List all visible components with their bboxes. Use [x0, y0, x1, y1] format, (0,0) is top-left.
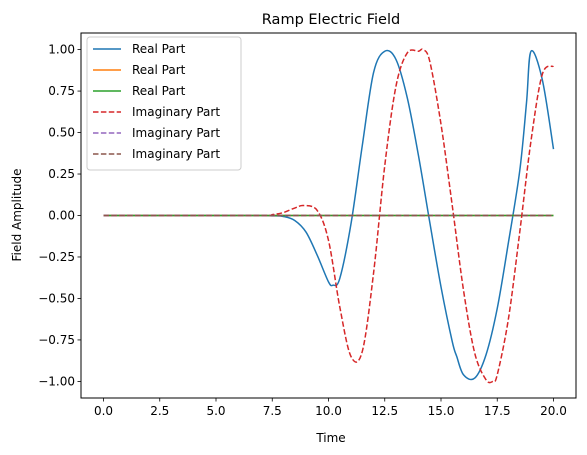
chart-title: Ramp Electric Field [262, 12, 400, 28]
legend-label-4: Imaginary Part [132, 126, 220, 140]
x-tick-label: 7.5 [263, 404, 282, 418]
y-ticks: −1.00 −0.75 −0.50 −0.25 0.00 0.25 0.50 0.75 1.00 [38, 43, 81, 388]
plot-area: 0.0 2.5 5.0 7.5 10.0 12.5 15.0 17.5 20.0 −1.00 −0… [38, 32, 577, 418]
y-tick-label: 0.75 [48, 84, 75, 98]
x-axis-label: Time [315, 431, 345, 445]
y-tick-label: −0.50 [38, 291, 75, 305]
x-tick-label: 12.5 [371, 404, 398, 418]
x-tick-label: 10.0 [315, 404, 342, 418]
y-tick-label: −1.00 [38, 374, 75, 388]
x-tick-label: 15.0 [428, 404, 455, 418]
legend-label-3: Imaginary Part [132, 105, 220, 119]
y-axis-label: Field Amplitude [10, 168, 24, 261]
x-tick-label: 0.0 [94, 404, 113, 418]
series-line-0 [103, 49, 555, 381]
x-tick-label: 5.0 [206, 404, 225, 418]
legend-label-0: Real Part [132, 42, 186, 56]
y-tick-label: −0.25 [38, 250, 75, 264]
series-line-3 [103, 48, 554, 384]
legend-label-1: Real Part [132, 63, 186, 77]
y-tick-label: 0.00 [48, 209, 75, 223]
x-tick-label: 20.0 [540, 404, 567, 418]
legend: Real Part Real Part Real Part Imaginary Par… [86, 36, 242, 171]
legend-items: Real Part Real Part Real Part Imaginary Par… [93, 42, 220, 161]
x-tick-label: 2.5 [150, 404, 169, 418]
legend-label-5: Imaginary Part [132, 147, 220, 161]
x-ticks: 0.0 2.5 5.0 7.5 10.0 12.5 15.0 17.5 20.0 [94, 398, 567, 418]
series-layer [103, 48, 555, 384]
y-tick-label: 0.50 [48, 126, 75, 140]
y-tick-label: 0.25 [48, 167, 75, 181]
y-tick-label: 1.00 [48, 43, 75, 57]
x-tick-label: 17.5 [484, 404, 511, 418]
legend-label-2: Real Part [132, 84, 186, 98]
legend-box [86, 36, 242, 171]
y-tick-label: −0.75 [38, 333, 75, 347]
